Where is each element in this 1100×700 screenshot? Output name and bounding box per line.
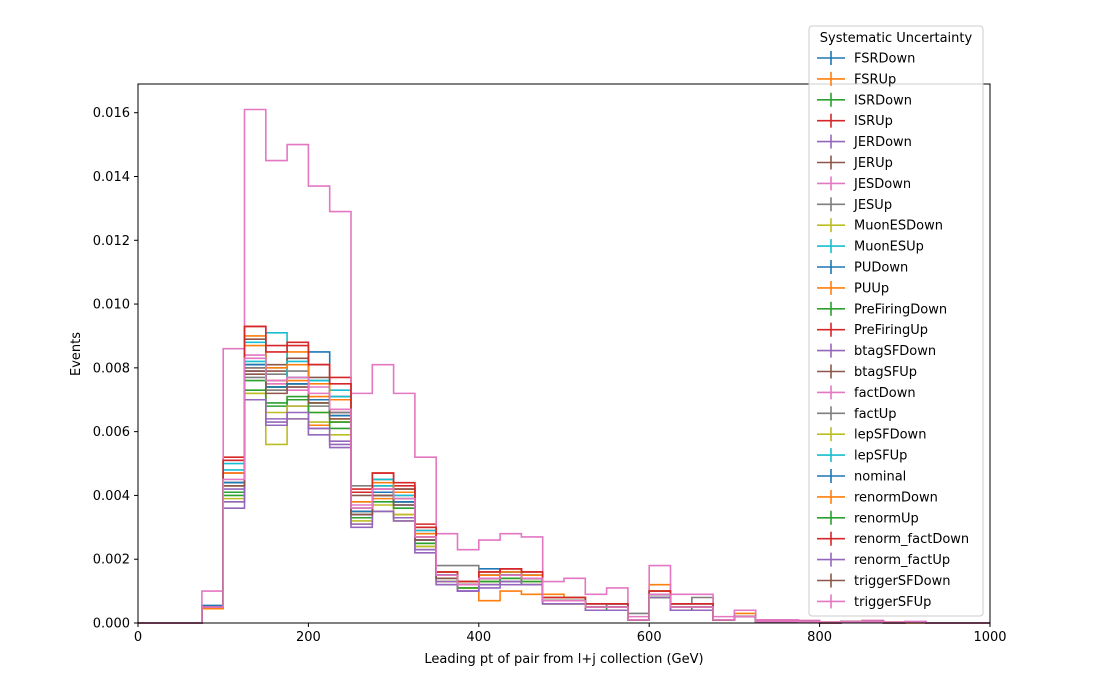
- y-tick-label: 0.016: [93, 106, 130, 121]
- x-tick-label: 800: [807, 630, 832, 645]
- legend-label-renorm_factUp: renorm_factUp: [854, 553, 950, 568]
- x-axis-label: Leading pt of pair from l+j collection (…: [424, 652, 703, 667]
- y-tick-label: 0.000: [93, 617, 130, 632]
- x-tick-label: 0: [134, 630, 142, 645]
- legend-label-MuonESDown: MuonESDown: [854, 219, 943, 234]
- legend-label-renorm_factDown: renorm_factDown: [854, 532, 969, 547]
- legend-box: [808, 25, 984, 617]
- legend-label-PreFiringUp: PreFiringUp: [854, 323, 928, 338]
- legend-title: Systematic Uncertainty: [820, 31, 973, 46]
- legend-label-factDown: factDown: [854, 386, 916, 401]
- legend-label-JERDown: JERDown: [853, 135, 912, 150]
- legend-label-JESUp: JESUp: [853, 198, 892, 213]
- legend-label-ISRUp: ISRUp: [854, 114, 893, 129]
- x-axis: 0 200 400 600 800 1000: [134, 623, 1007, 645]
- y-tick-label: 0.008: [93, 361, 130, 376]
- y-tick-label: 0.010: [93, 298, 130, 313]
- x-tick-label: 400: [466, 630, 491, 645]
- legend-label-factUp: factUp: [854, 407, 897, 422]
- legend: Systematic Uncertainty FSRDown FSRUp ISRDo…: [808, 25, 984, 617]
- series-line-factDown: [138, 108, 990, 624]
- legend-label-MuonESUp: MuonESUp: [854, 240, 924, 255]
- legend-label-FSRDown: FSRDown: [854, 52, 915, 67]
- x-tick-label: 1000: [973, 630, 1006, 645]
- y-axis-label: Events: [69, 332, 84, 376]
- y-tick-label: 0.006: [93, 425, 130, 440]
- legend-label-PreFiringDown: PreFiringDown: [854, 302, 947, 317]
- legend-label-PUUp: PUUp: [854, 281, 889, 296]
- legend-label-renormUp: renormUp: [854, 511, 919, 526]
- legend-label-btagSFUp: btagSFUp: [854, 365, 917, 380]
- plot-frame: [137, 83, 991, 624]
- legend-label-PUDown: PUDown: [854, 261, 908, 276]
- legend-label-JESDown: JESDown: [853, 177, 911, 192]
- y-tick-label: 0.012: [93, 234, 130, 249]
- legend-label-btagSFDown: btagSFDown: [854, 344, 936, 359]
- y-tick-label: 0.004: [93, 489, 130, 504]
- x-tick-label: 600: [637, 630, 662, 645]
- legend-label-lepSFDown: lepSFDown: [854, 428, 926, 443]
- legend-label-triggerSFUp: triggerSFUp: [854, 595, 931, 610]
- legend-label-ISRDown: ISRDown: [854, 93, 912, 108]
- y-tick-label: 0.002: [93, 553, 130, 568]
- legend-label-lepSFUp: lepSFUp: [854, 449, 907, 464]
- legend-label-nominal: nominal: [854, 470, 906, 485]
- y-axis: 0.000 0.002 0.004 0.006 0.008 0.010 0.012 0.014…: [93, 106, 138, 632]
- y-tick-label: 0.014: [93, 170, 130, 185]
- legend-label-FSRUp: FSRUp: [854, 72, 896, 87]
- x-tick-label: 200: [296, 630, 321, 645]
- legend-label-triggerSFDown: triggerSFDown: [854, 574, 950, 589]
- legend-label-renormDown: renormDown: [854, 490, 938, 505]
- legend-label-JERUp: JERUp: [853, 156, 893, 171]
- legend-items: FSRDown FSRUp ISRDown ISRUp JERDown JERUp JESD…: [817, 51, 969, 610]
